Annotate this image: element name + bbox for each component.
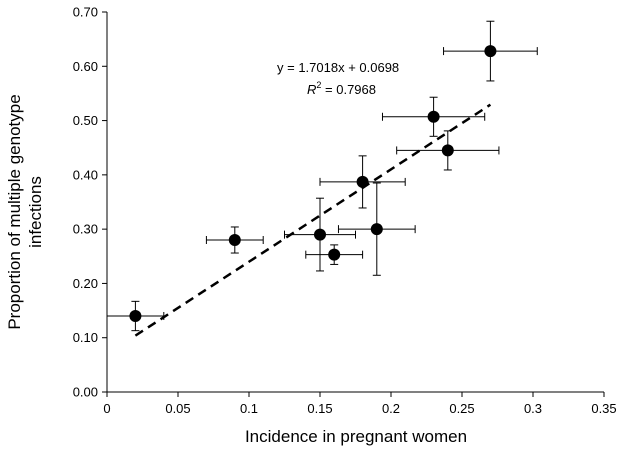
r-squared-value: = 0.7968	[321, 82, 376, 97]
x-tick-label: 0.25	[449, 401, 474, 416]
y-tick-label: 0.60	[73, 59, 98, 74]
data-point	[441, 144, 454, 157]
y-axis-title-line-1: Proportion of multiple genotype	[5, 94, 24, 329]
x-tick-label: 0.1	[240, 401, 258, 416]
y-tick-label: 0.40	[73, 167, 98, 182]
y-tick-label: 0.10	[73, 330, 98, 345]
y-tick-label: 0.70	[73, 5, 98, 20]
y-axis-title-line-2: infections	[26, 176, 45, 248]
data-point	[129, 310, 142, 322]
data-point	[228, 234, 241, 246]
r-squared-superscript: 2	[316, 80, 321, 90]
trendline-group	[134, 103, 492, 337]
x-tick-label: 0.35	[591, 401, 616, 416]
x-tick-label: 0.3	[524, 401, 542, 416]
y-tick-label: 0.50	[73, 113, 98, 128]
axes	[102, 11, 605, 397]
x-tick-label: 0.05	[165, 401, 190, 416]
data-point	[427, 110, 440, 123]
data-points	[129, 45, 497, 322]
y-tick-label: 0.00	[73, 385, 98, 400]
x-tick-label: 0	[103, 401, 110, 416]
y-tick-label: 0.20	[73, 276, 98, 291]
data-point	[356, 175, 369, 188]
trendline	[134, 103, 492, 337]
tick-labels: 0 0.05 0.1 0.15 0.2 0.25 0.3 0.35 0.00 0.10 0.20 0.…	[73, 5, 617, 417]
data-point	[314, 228, 326, 241]
r-squared-prefix: R	[307, 82, 316, 97]
data-point	[484, 45, 497, 58]
x-axis-title: Incidence in pregnant women	[245, 427, 467, 446]
y-tick-label: 0.30	[73, 222, 98, 237]
y-axis-title: Proportion of multiple genotype infectio…	[5, 94, 45, 329]
r-squared-label: R2 = 0.7968	[307, 80, 376, 97]
data-point	[370, 223, 383, 236]
equation-label: y = 1.7018x + 0.0698	[277, 60, 399, 75]
x-tick-label: 0.15	[307, 401, 332, 416]
x-tick-label: 0.2	[382, 401, 400, 416]
data-point	[328, 248, 341, 261]
